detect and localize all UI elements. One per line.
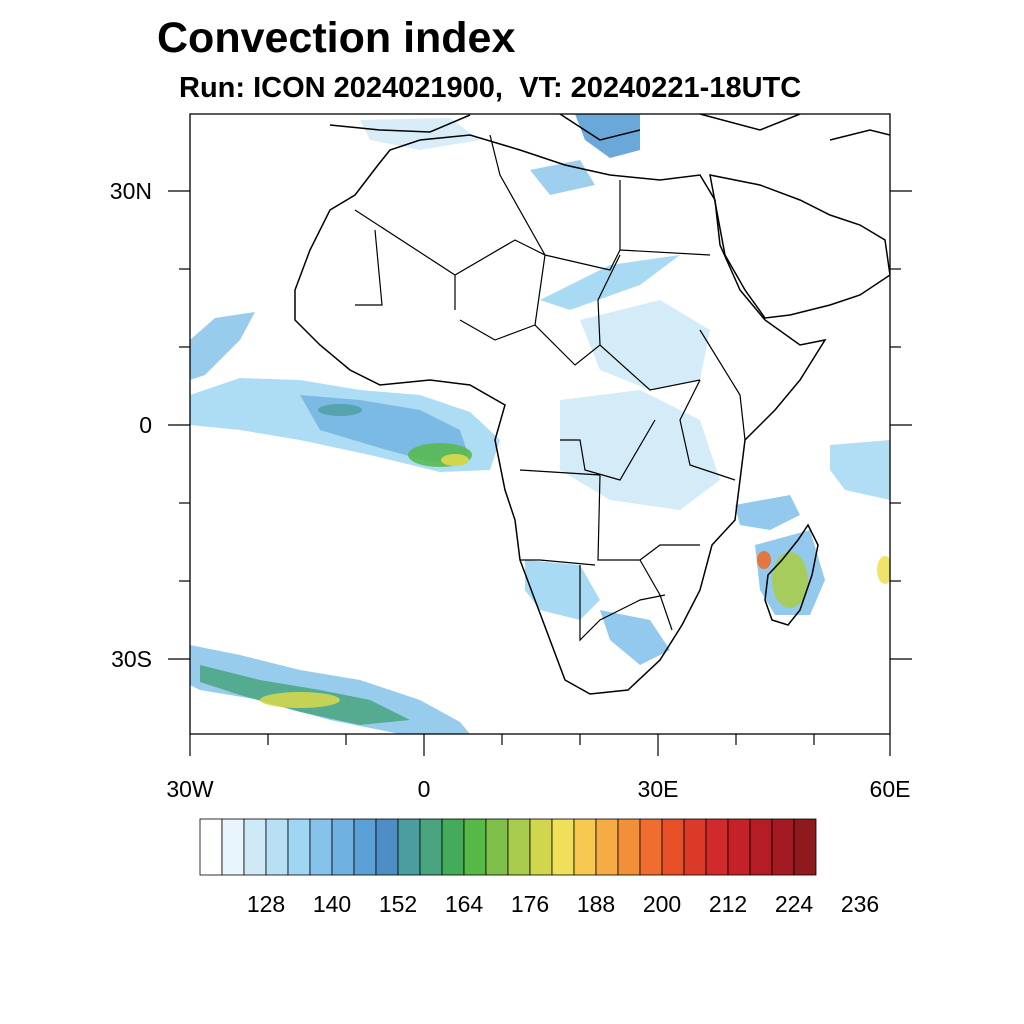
colorbar-cell bbox=[573, 818, 597, 876]
europe-coastline bbox=[329, 114, 890, 141]
colorbar-cell bbox=[243, 818, 267, 876]
colorbar-cell bbox=[353, 818, 377, 876]
colorbar-cell bbox=[375, 818, 399, 876]
africa-coastline bbox=[294, 134, 827, 695]
colorbar-cell bbox=[595, 818, 619, 876]
lon-label-30w: 30W bbox=[166, 776, 214, 802]
colorbar-cell bbox=[705, 818, 729, 876]
lon-label-60e: 60E bbox=[870, 776, 911, 802]
colorbar-cell bbox=[507, 818, 531, 876]
convection-area bbox=[600, 610, 670, 665]
colorbar-cell bbox=[419, 818, 443, 876]
colorbar-cell bbox=[309, 818, 333, 876]
colorbar-cell bbox=[749, 818, 773, 876]
convection-area bbox=[190, 312, 255, 380]
convection-core bbox=[877, 556, 890, 584]
lat-label-0: 0 bbox=[139, 412, 152, 438]
colorbar-label: 176 bbox=[511, 891, 549, 917]
convection-area bbox=[575, 114, 640, 158]
colorbar-cells bbox=[199, 818, 817, 876]
convection-area bbox=[360, 118, 480, 150]
colorbar-label: 152 bbox=[379, 891, 417, 917]
convection-core bbox=[772, 552, 808, 608]
colorbar-cell bbox=[485, 818, 509, 876]
colorbar-cell bbox=[221, 818, 245, 876]
colorbar-label: 188 bbox=[577, 891, 615, 917]
colorbar-label: 212 bbox=[709, 891, 747, 917]
convection-core bbox=[757, 551, 771, 569]
colorbar-cell bbox=[727, 818, 751, 876]
colorbar-cell bbox=[265, 818, 289, 876]
country-borders bbox=[354, 134, 746, 642]
colorbar-cell bbox=[199, 818, 223, 876]
madagascar-coastline bbox=[764, 523, 819, 626]
convection-area bbox=[190, 645, 470, 734]
convection-area bbox=[830, 440, 890, 500]
coastlines bbox=[294, 114, 890, 695]
convection-area bbox=[525, 560, 600, 620]
colorbar-cell bbox=[463, 818, 487, 876]
colorbar-label: 164 bbox=[445, 891, 484, 917]
colorbar-cell bbox=[617, 818, 641, 876]
colorbar-label: 236 bbox=[841, 891, 879, 917]
colorbar-label: 224 bbox=[775, 891, 814, 917]
colorbar-cell bbox=[287, 818, 311, 876]
map-title: Convection index bbox=[157, 14, 516, 62]
colorbar-cell bbox=[793, 818, 817, 876]
colorbar-cell bbox=[331, 818, 355, 876]
colorbar-label: 140 bbox=[313, 891, 351, 917]
colorbar-label: 128 bbox=[247, 891, 285, 917]
plot-frame bbox=[189, 113, 891, 735]
colorbar-cell bbox=[441, 818, 465, 876]
colorbar-cell bbox=[551, 818, 575, 876]
colorbar-cell bbox=[683, 818, 707, 876]
colorbar-cell bbox=[529, 818, 553, 876]
colorbar-cell bbox=[771, 818, 795, 876]
colorbar-cell bbox=[639, 818, 663, 876]
lon-label-30e: 30E bbox=[638, 776, 679, 802]
convection-area bbox=[540, 255, 680, 310]
map-subtitle: Run: ICON 2024021900, VT: 20240221-18UTC bbox=[179, 72, 802, 104]
lon-label-0: 0 bbox=[418, 776, 431, 802]
lat-label-30s: 30S bbox=[111, 646, 152, 672]
lat-label-30n: 30N bbox=[110, 178, 152, 204]
colorbar-cell bbox=[397, 818, 421, 876]
convection-area bbox=[580, 300, 710, 390]
arabia-coastline bbox=[709, 174, 890, 319]
axis-ticks bbox=[168, 190, 912, 756]
convection-core bbox=[441, 454, 469, 466]
convection-core bbox=[260, 692, 340, 708]
convection-area bbox=[735, 495, 800, 530]
colorbar-labels: 128 140 152 164 176 188 200 212 224 236 bbox=[247, 891, 879, 917]
convection-shading bbox=[190, 114, 890, 734]
colorbar-label: 200 bbox=[643, 891, 681, 917]
colorbar-cell bbox=[661, 818, 685, 876]
convection-core bbox=[318, 404, 362, 416]
